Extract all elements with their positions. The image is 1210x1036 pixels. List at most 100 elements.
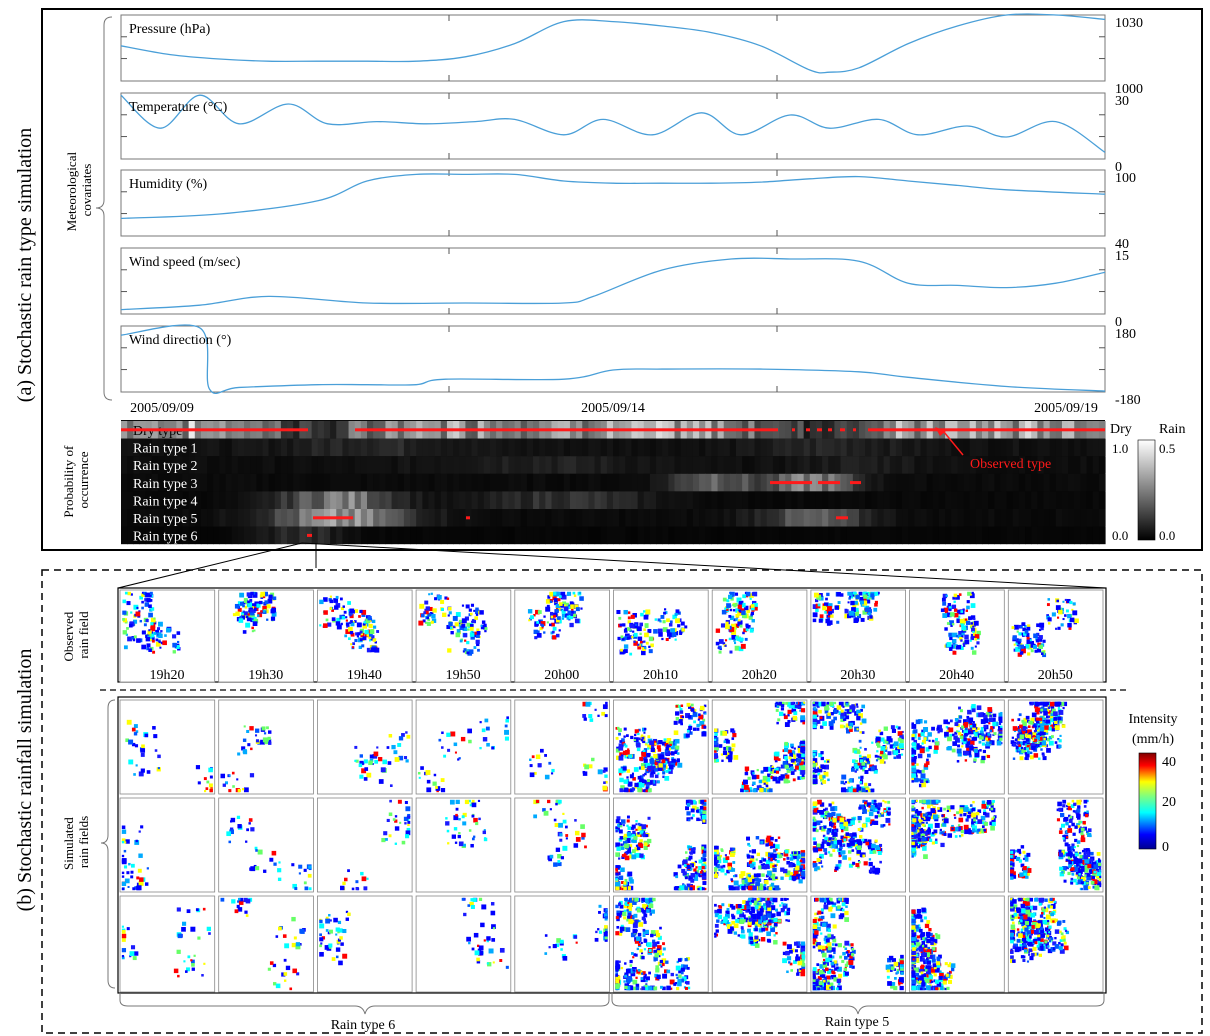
rain-pixel: [623, 881, 627, 885]
rain-pixel: [1042, 708, 1048, 713]
heatmap-cell: [477, 438, 485, 457]
rain-pixel: [732, 886, 736, 891]
rain-pixel: [1042, 754, 1045, 757]
rain-pixel: [147, 633, 150, 637]
rain-pixel: [675, 618, 680, 624]
rain-pixel: [648, 780, 653, 785]
rain-pixel: [852, 591, 856, 595]
rain-pixel: [132, 619, 138, 624]
heatmap-cell: [754, 491, 762, 509]
colorbar-rain-title: Rain: [1159, 422, 1185, 437]
heatmap-cell: [151, 456, 159, 474]
rain-pixel: [852, 603, 857, 608]
rain-pixel: [229, 827, 234, 831]
rain-pixel: [294, 887, 298, 891]
rain-pixel: [563, 606, 569, 612]
heatmap-cell: [330, 491, 337, 509]
rain-pixel: [574, 819, 577, 822]
heatmap-cell: [576, 526, 583, 545]
heatmap-cell: [348, 526, 356, 545]
heatmap-cell: [852, 456, 860, 474]
rain-pixel: [842, 725, 846, 728]
rain-pixel: [645, 824, 648, 828]
rain-pixel: [869, 615, 873, 619]
rain-pixel: [647, 629, 652, 633]
rain-type-label: Dry type: [133, 424, 182, 439]
rain-pixel: [935, 737, 938, 741]
rain-pixel: [741, 602, 746, 608]
rain-pixel: [618, 857, 621, 860]
rain-pixel: [685, 806, 689, 811]
heatmap-cell: [729, 456, 737, 474]
heatmap-cell: [1074, 456, 1081, 474]
rain-pixel: [735, 613, 740, 618]
rain-pixel: [468, 608, 472, 612]
rain-pixel: [467, 728, 473, 734]
rain-pixel: [645, 609, 651, 615]
rain-pixel: [893, 756, 896, 760]
heatmap-cell: [582, 509, 589, 527]
heatmap-cell: [440, 473, 448, 492]
rain-pixel: [1036, 734, 1040, 739]
heatmap-cell: [1043, 491, 1051, 509]
heatmap-cell: [791, 456, 799, 474]
rain-pixel: [359, 760, 364, 766]
rain-pixel: [937, 731, 940, 734]
rain-pixel: [1043, 718, 1046, 722]
rain-pixel: [267, 736, 271, 741]
rain-pixel: [557, 607, 562, 611]
rain-pixel: [555, 603, 560, 609]
rain-pixel: [864, 782, 868, 786]
rain-pixel: [555, 606, 560, 611]
rain-pixel: [744, 771, 749, 776]
rain-pixel: [917, 733, 922, 737]
rain-pixel: [813, 706, 817, 710]
rain-pixel: [652, 764, 655, 767]
rain-pixel: [1035, 639, 1039, 643]
heatmap-cell: [311, 438, 319, 457]
rain-pixel: [689, 851, 693, 855]
rain-pixel: [1026, 626, 1031, 631]
rain-pixel: [732, 861, 736, 864]
rain-pixel: [138, 771, 144, 777]
rain-pixel: [349, 614, 352, 617]
rain-pixel: [122, 599, 127, 604]
rain-pixel: [270, 616, 276, 621]
rain-pixel: [601, 711, 606, 716]
rain-pixel: [479, 746, 482, 750]
rain-pixel: [350, 643, 353, 646]
rain-pixel: [235, 611, 240, 616]
heatmap-cell: [293, 473, 300, 492]
heatmap-cell: [729, 526, 737, 545]
rain-pixel: [623, 609, 628, 615]
rain-pixel: [697, 718, 700, 721]
rain-pixel: [890, 725, 895, 730]
rain-pixel: [263, 869, 267, 873]
rain-pixel: [797, 704, 802, 709]
heatmap-cell: [213, 526, 220, 545]
rain-pixel: [793, 747, 796, 750]
rain-pixel: [1015, 745, 1020, 750]
heatmap-cell: [951, 456, 958, 474]
rain-field-panel: [415, 699, 512, 795]
rain-pixel: [486, 742, 490, 747]
rain-pixel: [247, 603, 253, 608]
rain-pixel: [901, 730, 904, 734]
heatmap-cell: [668, 438, 676, 457]
heatmap-cell: [194, 526, 202, 545]
rain-pixel: [622, 824, 625, 827]
heatmap-cell: [957, 491, 965, 509]
rain-pixel: [1000, 725, 1003, 728]
rain-pixel: [152, 726, 156, 730]
heatmap-cell: [471, 491, 479, 509]
rain-pixel: [698, 886, 702, 891]
rain-pixel: [1051, 612, 1056, 617]
rain-pixel: [728, 637, 732, 641]
heatmap-cell: [736, 526, 743, 545]
rain-pixel: [1033, 633, 1038, 639]
rain-pixel: [619, 822, 623, 826]
rain-pixel: [876, 744, 881, 748]
heatmap-cell: [705, 473, 712, 492]
heatmap-cell: [908, 526, 915, 545]
rain-pixel: [935, 741, 940, 746]
